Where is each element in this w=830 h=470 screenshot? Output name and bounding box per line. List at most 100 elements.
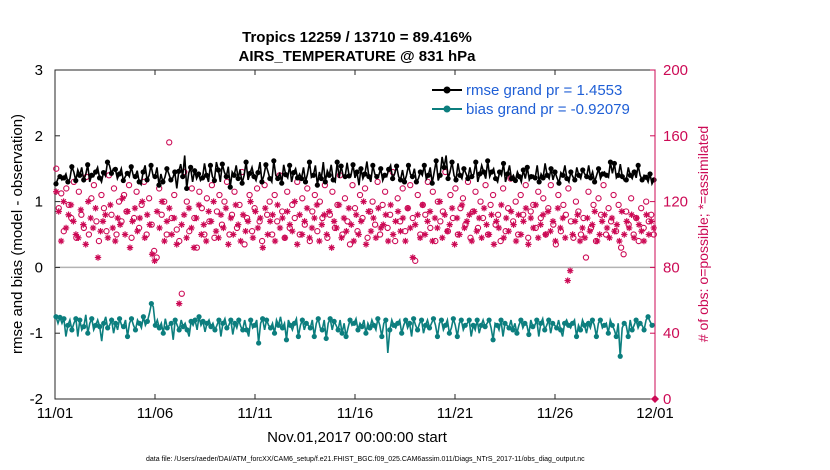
bias-point <box>168 320 174 326</box>
assimilated-obs-marker <box>444 228 451 235</box>
y-right-axis-ticks: 0 40 80 120 160 200 <box>650 62 688 408</box>
rmse-point <box>540 175 546 181</box>
bias-point <box>466 317 472 323</box>
possible-obs-marker <box>364 234 371 241</box>
assimilated-obs-marker <box>429 237 436 245</box>
rmse-point <box>453 177 459 183</box>
possible-obs-marker <box>158 211 165 218</box>
bias-point <box>267 325 274 331</box>
rmse-point <box>61 175 67 181</box>
chart-title-line1: Tropics 12259 / 13710 = 89.416% <box>242 29 472 46</box>
possible-obs-marker <box>356 191 364 199</box>
bias-point <box>61 316 67 322</box>
bias-point <box>303 320 309 326</box>
rmse-point <box>588 175 594 181</box>
rmse-point <box>433 158 439 164</box>
assimilated-obs-marker <box>175 300 183 307</box>
bias-point <box>180 324 186 330</box>
rmse-point <box>73 177 79 184</box>
assimilated-obs-marker <box>262 204 269 212</box>
possible-obs-marker <box>497 237 504 245</box>
assimilated-obs-marker <box>527 214 535 222</box>
assimilated-obs-marker <box>586 228 594 235</box>
possible-obs-marker <box>512 198 519 205</box>
assimilated-obs-marker <box>124 208 131 215</box>
rmse-point <box>176 168 182 174</box>
bias-point <box>446 330 452 336</box>
assimilated-obs-marker <box>451 241 458 248</box>
rmse-point <box>643 174 649 180</box>
rmse-point <box>112 166 118 172</box>
assimilated-obs-marker <box>77 206 85 214</box>
possible-obs-marker <box>98 191 105 199</box>
y-left-axis-label: rmse and bias (model - observation) <box>9 114 26 354</box>
possible-obs-marker <box>540 195 547 202</box>
rmse-line <box>55 155 655 189</box>
possible-obs-marker <box>319 214 326 222</box>
assimilated-obs-marker <box>384 237 392 245</box>
bias-point <box>200 318 206 324</box>
assimilated-obs-marker <box>638 228 645 235</box>
possible-obs-marker <box>427 224 434 232</box>
possible-obs-marker <box>299 195 306 202</box>
rmse-point <box>429 180 435 186</box>
bias-point <box>271 330 278 336</box>
rmse-point <box>164 166 170 172</box>
bias-point <box>248 317 254 323</box>
bias-point <box>422 322 429 328</box>
possible-obs-marker <box>93 218 100 225</box>
bias-point <box>184 327 190 333</box>
bias-point <box>554 325 560 331</box>
plot-area <box>54 69 656 400</box>
rmse-point <box>485 158 491 164</box>
rmse-point <box>271 158 277 164</box>
bias-point <box>434 333 441 340</box>
assimilated-obs-marker <box>75 234 82 241</box>
possible-obs-marker <box>304 185 311 192</box>
assimilated-obs-marker <box>217 211 225 218</box>
rmse-point <box>595 166 602 172</box>
assimilated-obs-marker <box>89 224 97 232</box>
bias-point <box>208 324 214 330</box>
bias-point <box>240 327 246 333</box>
possible-obs-marker <box>522 181 529 189</box>
rmse-point <box>481 169 487 175</box>
rmse-point <box>172 169 178 175</box>
bias-point <box>633 317 639 323</box>
bias-point <box>502 320 508 326</box>
possible-obs-marker <box>100 205 108 212</box>
assimilated-obs-marker <box>321 211 328 218</box>
chart-title-line2: AIRS_TEMPERATURE @ 831 hPa <box>239 48 477 65</box>
possible-obs-marker <box>504 205 512 212</box>
assimilated-obs-marker <box>542 231 549 238</box>
assimilated-obs-marker <box>242 228 249 235</box>
assimilated-obs-marker <box>365 208 372 215</box>
assimilated-obs-marker <box>648 218 655 225</box>
rmse-point <box>397 177 404 183</box>
bias-point <box>339 330 345 336</box>
assimilated-obs-marker <box>200 221 207 228</box>
possible-obs-marker <box>525 234 532 241</box>
rmse-point <box>124 170 130 176</box>
rmse-point <box>302 179 309 185</box>
bias-point <box>379 333 385 340</box>
rmse-point <box>449 159 455 165</box>
possible-obs-marker <box>371 221 379 228</box>
y-left-tick-label: -1 <box>30 325 43 342</box>
assimilated-obs-marker <box>65 211 72 218</box>
bias-point <box>220 320 226 326</box>
assimilated-obs-marker <box>355 231 362 238</box>
rmse-point <box>192 168 198 174</box>
possible-obs-marker <box>216 191 223 199</box>
rmse-point <box>504 171 511 177</box>
rmse-point <box>631 169 637 175</box>
rmse-point <box>231 172 237 178</box>
rmse-point <box>457 172 463 178</box>
possible-obs-marker <box>291 214 298 222</box>
bias-point <box>188 318 194 324</box>
possible-obs-marker <box>572 198 580 205</box>
rmse-point <box>53 181 59 187</box>
assimilated-obs-marker <box>512 237 520 245</box>
rmse-point <box>287 162 293 169</box>
possible-obs-marker <box>153 254 160 261</box>
